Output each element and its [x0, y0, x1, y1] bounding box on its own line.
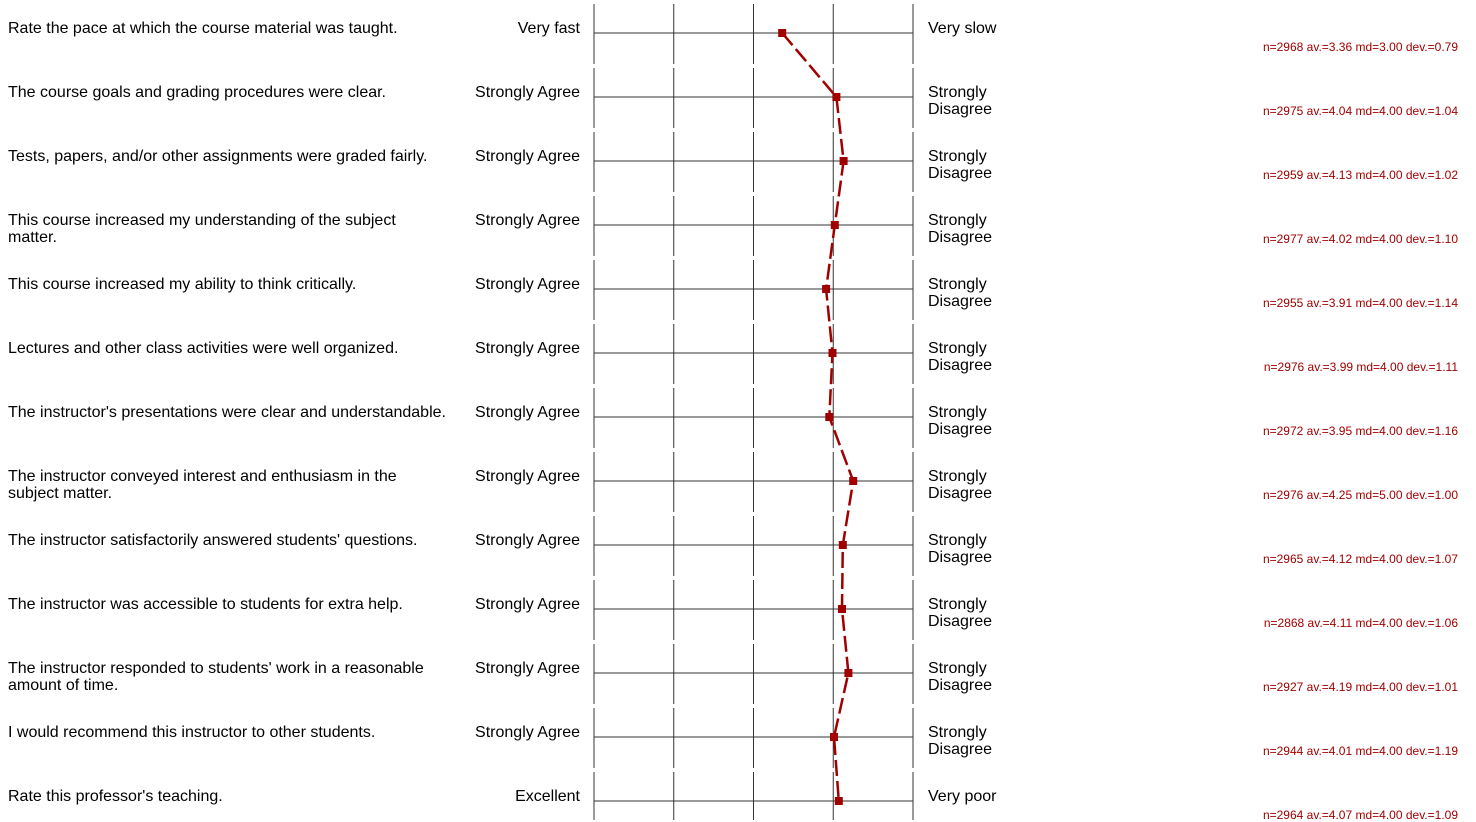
stats-label: n=2968 av.=3.36 md=3.00 dev.=0.79 [1262, 40, 1458, 54]
scale-left-label: Strongly Agree [475, 404, 580, 421]
scale-left-label: Strongly Agree [475, 212, 580, 229]
scale-left-label: Strongly Agree [475, 148, 580, 165]
stats-label: n=2944 av.=4.01 md=4.00 dev.=1.19 [1262, 744, 1458, 758]
question-text: Rate this professor's teaching. [8, 788, 223, 805]
mean-marker [844, 669, 853, 677]
scale-left-label: Strongly Agree [475, 660, 580, 677]
mean-marker [822, 285, 831, 293]
scale-right-label: Strongly Disagree [928, 276, 993, 310]
scale-right-label: Strongly Disagree [928, 532, 993, 566]
question-text: The instructor's presentations were clea… [8, 404, 446, 421]
scale-left-label: Strongly Agree [475, 276, 580, 293]
question-text: I would recommend this instructor to oth… [8, 724, 376, 741]
scale-left-label: Very fast [517, 20, 580, 37]
scale-right-label: Strongly Disagree [928, 148, 993, 182]
scale-right-label: Strongly Disagree [928, 660, 993, 694]
scale-left-label: Strongly Agree [475, 724, 580, 741]
mean-marker [828, 349, 837, 357]
scale-right-label: Very slow [928, 20, 997, 37]
mean-marker [825, 413, 834, 421]
question-text: The instructor conveyed interest and ent… [8, 468, 397, 502]
mean-marker [830, 733, 838, 741]
mean-marker [832, 93, 841, 101]
mean-marker [830, 221, 839, 229]
question-text: The course goals and grading procedures … [8, 84, 386, 101]
stats-label: n=2972 av.=3.95 md=4.00 dev.=1.16 [1262, 424, 1458, 438]
scale-right-label: Strongly Disagree [928, 84, 993, 118]
stats-label: n=2975 av.=4.04 md=4.00 dev.=1.04 [1262, 104, 1458, 118]
scale-left-label: Strongly Agree [475, 532, 580, 549]
scale-right-label: Strongly Disagree [928, 212, 993, 246]
question-text: The instructor responded to students' wo… [8, 660, 424, 694]
stats-label: n=2964 av.=4.07 md=4.00 dev.=1.09 [1262, 808, 1458, 822]
question-text: Tests, papers, and/or other assignments … [8, 148, 428, 165]
stats-label: n=2927 av.=4.19 md=4.00 dev.=1.01 [1262, 680, 1458, 694]
mean-marker [849, 477, 858, 485]
mean-marker [834, 797, 843, 805]
scale-left-label: Excellent [515, 788, 580, 805]
question-text: This course increased my understanding o… [8, 212, 396, 246]
stats-label: n=2977 av.=4.02 md=4.00 dev.=1.10 [1262, 232, 1458, 246]
scale-right-label: Strongly Disagree [928, 404, 993, 438]
mean-marker [839, 157, 848, 165]
question-text: This course increased my ability to thin… [8, 276, 357, 293]
stats-label: n=2965 av.=4.12 md=4.00 dev.=1.07 [1262, 552, 1458, 566]
scale-left-label: Strongly Agree [475, 340, 580, 357]
stats-label: n=2955 av.=3.91 md=4.00 dev.=1.14 [1262, 296, 1458, 310]
stats-label: n=2976 av.=3.99 md=4.00 dev.=1.11 [1263, 360, 1458, 374]
scale-right-label: Strongly Disagree [928, 596, 993, 630]
scale-left-label: Strongly Agree [475, 468, 580, 485]
mean-marker [778, 29, 787, 37]
stats-label: n=2868 av.=4.11 md=4.00 dev.=1.06 [1263, 616, 1458, 630]
question-text: Rate the pace at which the course materi… [8, 20, 398, 37]
scale-left-label: Strongly Agree [475, 84, 580, 101]
question-text: The instructor was accessible to student… [8, 596, 403, 613]
scale-right-label: Strongly Disagree [928, 468, 993, 502]
mean-marker [838, 605, 846, 613]
scale-right-label: Strongly Disagree [928, 724, 993, 758]
scale-right-label: Strongly Disagree [928, 340, 993, 374]
stats-label: n=2959 av.=4.13 md=4.00 dev.=1.02 [1262, 168, 1458, 182]
scale-left-label: Strongly Agree [475, 596, 580, 613]
scale-right-label: Very poor [928, 788, 997, 805]
question-text: Lectures and other class activities were… [8, 340, 399, 357]
stats-label: n=2976 av.=4.25 md=5.00 dev.=1.00 [1262, 488, 1458, 502]
mean-marker [838, 541, 847, 549]
question-text: The instructor satisfactorily answered s… [8, 532, 418, 549]
